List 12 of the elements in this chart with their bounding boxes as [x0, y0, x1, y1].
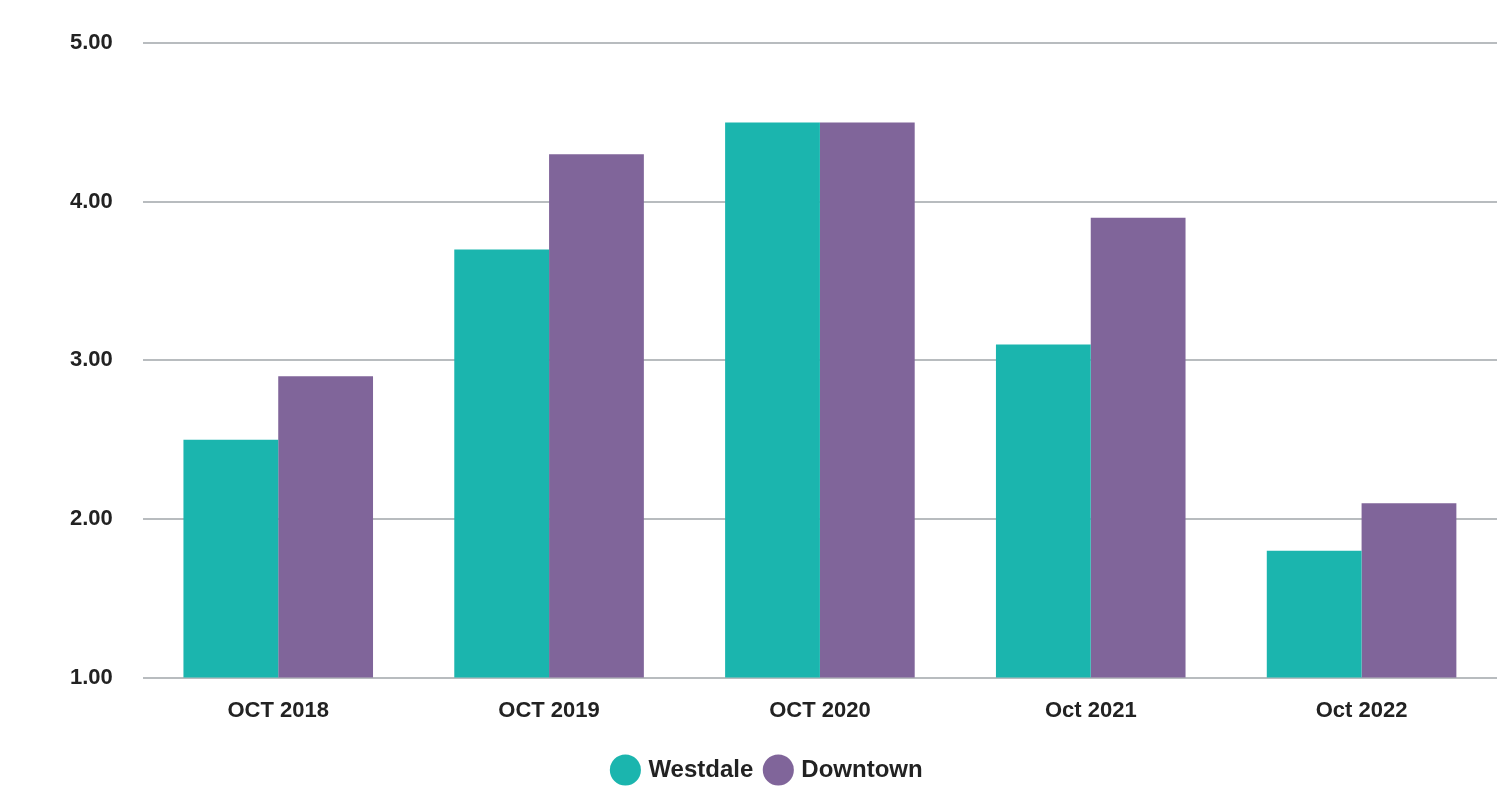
y-tick-label: 5.00: [69, 29, 113, 55]
legend-label: Westdale: [648, 754, 754, 782]
x-tick-label: OCT 2020: [769, 696, 871, 722]
y-tick-label: 1.00: [69, 663, 113, 689]
legend-label: Downtown: [801, 754, 923, 782]
y-tick-label: 3.00: [69, 346, 113, 372]
y-tick-label: 2.00: [69, 505, 113, 531]
x-tick-label: Oct 2021: [1044, 696, 1137, 722]
y-tick-label: 4.00: [69, 187, 113, 213]
x-tick-label: Oct 2022: [1315, 696, 1408, 722]
x-tick-label: OCT 2018: [227, 696, 329, 722]
x-tick-label: OCT 2019: [498, 696, 600, 722]
